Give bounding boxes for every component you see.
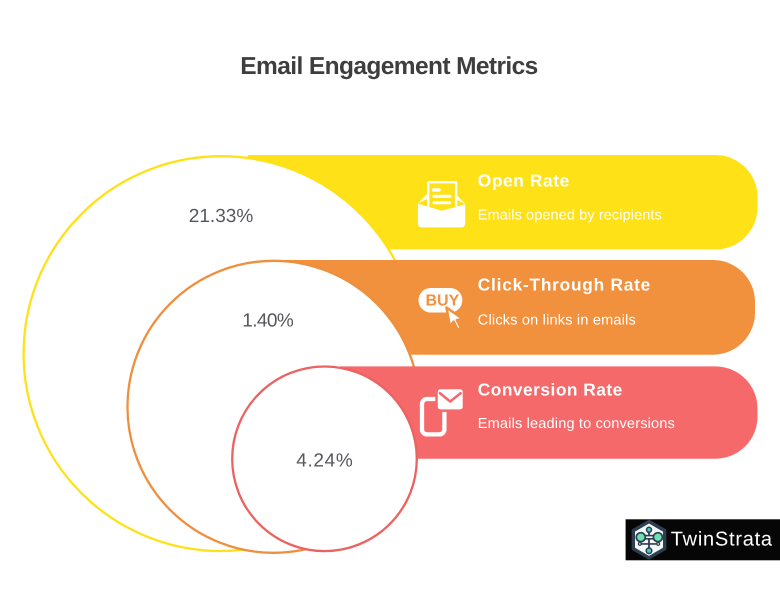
svg-text:4.24%: 4.24% <box>296 451 353 472</box>
svg-text:Open Rate: Open Rate <box>478 171 570 191</box>
svg-text:Conversion Rate: Conversion Rate <box>478 380 623 400</box>
svg-text:Email Engagement Metrics: Email Engagement Metrics <box>240 53 537 80</box>
svg-text:Click-Through Rate: Click-Through Rate <box>478 275 651 295</box>
svg-text:21.33%: 21.33% <box>189 206 254 227</box>
svg-text:Emails opened by recipients: Emails opened by recipients <box>478 208 662 224</box>
svg-text:Emails leading to conversions: Emails leading to conversions <box>478 416 675 432</box>
svg-text:BUY: BUY <box>426 292 460 309</box>
svg-text:TwinStrata: TwinStrata <box>671 528 773 550</box>
svg-text:1.40%: 1.40% <box>242 311 294 332</box>
svg-text:Clicks on links in emails: Clicks on links in emails <box>478 312 636 328</box>
